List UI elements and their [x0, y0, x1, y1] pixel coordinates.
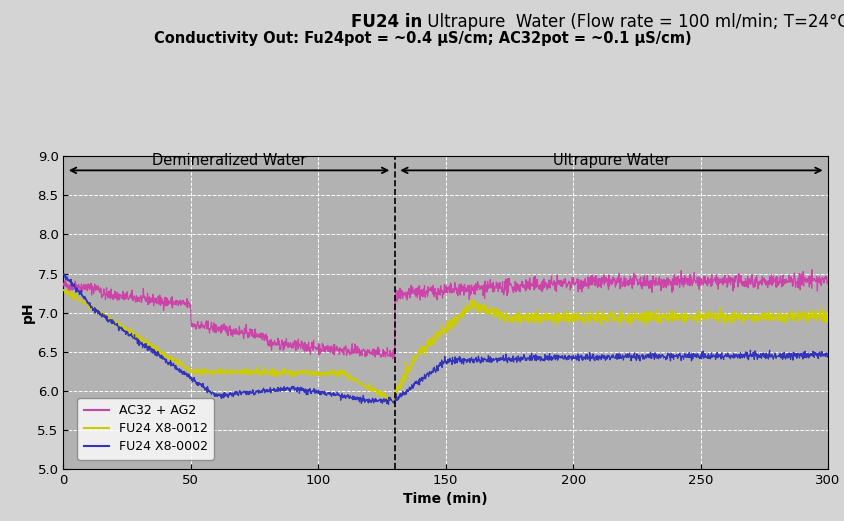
Text: Conductivity Out: Fu24pot = ~0.4 μS/cm; AC32pot = ~0.1 μS/cm): Conductivity Out: Fu24pot = ~0.4 μS/cm; …: [154, 31, 690, 46]
Text: Demineralized Water: Demineralized Water: [152, 153, 306, 168]
Y-axis label: pH: pH: [20, 302, 35, 324]
X-axis label: Time (min): Time (min): [403, 492, 488, 506]
Text: FU24 in: FU24 in: [351, 13, 422, 31]
Text: Ultrapure Water: Ultrapure Water: [552, 153, 669, 168]
Legend: AC32 + AG2, FU24 X8-0012, FU24 X8-0002: AC32 + AG2, FU24 X8-0012, FU24 X8-0002: [77, 398, 214, 460]
Text: Ultrapure  Water (Flow rate = 100 ml/min; T=24°C ): Ultrapure Water (Flow rate = 100 ml/min;…: [422, 13, 844, 31]
